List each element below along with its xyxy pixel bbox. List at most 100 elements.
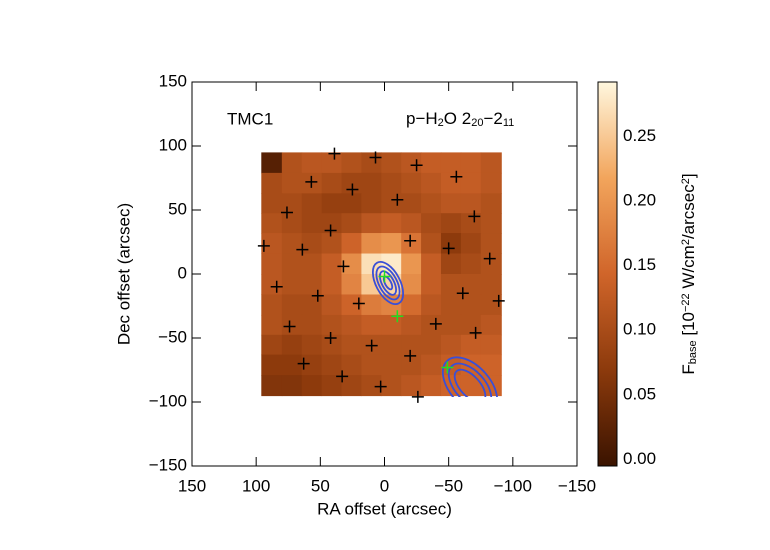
heatmap-cell [301, 152, 323, 174]
y-axis-label: Dec offset (arcsec) [114, 203, 133, 345]
heatmap-cell [341, 314, 362, 336]
heatmap-cell [440, 294, 462, 316]
heatmap-cell [281, 334, 303, 356]
cross-marker [410, 159, 423, 172]
heatmap-cell [401, 274, 422, 295]
heatmap-cell [281, 294, 303, 316]
label-part: O 2 [444, 109, 471, 128]
heatmap-cell [401, 294, 422, 316]
heatmap-cell [401, 375, 422, 397]
heatmap-cell [281, 314, 303, 336]
heatmap-cell [261, 172, 283, 194]
heatmap-cell [321, 294, 343, 316]
heatmap-cell [381, 233, 402, 255]
heatmap-cell [301, 294, 323, 316]
heatmap-cell [480, 152, 502, 174]
heatmap-cell [381, 152, 402, 174]
heatmap-cell [381, 375, 402, 397]
cross-marker [365, 339, 378, 352]
heatmap-cell [341, 172, 362, 194]
cross-marker [456, 287, 469, 300]
colorbar-label: Fbase [10−22 W/cm2/arcsec2] [679, 173, 699, 374]
label-part: −2 [483, 109, 502, 128]
heatmap-cell [440, 233, 462, 255]
cross-marker [492, 294, 505, 307]
heatmap-cell [381, 354, 402, 376]
heatmap-cell [281, 274, 303, 295]
heatmap-cell [421, 172, 442, 194]
heatmap-cell [261, 294, 283, 316]
heatmap-cell [460, 233, 482, 255]
heatmap-cell [460, 334, 482, 356]
axes: 150 100 50 0 −50 −100 −150 −150 −100 −50 0 50 100 150… [149, 71, 656, 495]
heatmap-cell [421, 253, 442, 275]
heatmap-cell [480, 334, 502, 356]
heatmap-cell [361, 193, 382, 214]
heatmap-cell [341, 233, 362, 255]
heatmap-cell [321, 375, 343, 397]
heatmap-cell [261, 274, 283, 295]
cross-marker [324, 224, 337, 237]
label-part: base [687, 340, 699, 364]
heatmap-cell [261, 253, 283, 275]
label-part: 2 [680, 239, 692, 245]
heatmap-cell [440, 213, 462, 234]
y-tick-label: −100 [149, 391, 187, 410]
markers [257, 147, 505, 403]
label-part: ] [679, 173, 698, 178]
label-part: F [679, 364, 698, 374]
heatmap-cell [361, 294, 382, 316]
heatmap-cell [480, 294, 502, 316]
heatmap-cell [321, 354, 343, 376]
colorbar-tick-label: 0.00 [623, 449, 656, 468]
heatmap-cell [281, 253, 303, 275]
region-label: TMC1 [227, 109, 273, 128]
cross-marker [270, 280, 283, 293]
cross-marker [429, 317, 442, 330]
heatmap-cell [301, 193, 323, 214]
cross-marker [442, 242, 455, 255]
heatmap-cell [381, 253, 402, 275]
contour [375, 265, 401, 301]
heatmap-cell [261, 152, 283, 174]
line-label: p−H2O 220−211 [406, 109, 514, 129]
heatmap-cell [281, 354, 303, 376]
cross-marker [450, 170, 463, 183]
heatmap-cell [381, 334, 402, 356]
cross-marker [283, 320, 296, 333]
heatmap-cell [261, 375, 283, 397]
heatmap-cell [321, 233, 343, 255]
heatmap-cell [381, 193, 402, 214]
cross-marker [378, 270, 391, 283]
y-tick-label: 0 [178, 263, 187, 282]
heatmap-cell [460, 152, 482, 174]
contour [379, 270, 397, 296]
heatmap-cell [460, 274, 482, 295]
contour [371, 261, 405, 305]
heatmap-cell [460, 193, 482, 214]
heatmap-cell [281, 193, 303, 214]
label-part: p−H [406, 109, 438, 128]
heatmap-cell [361, 314, 382, 336]
heatmap-cell [281, 233, 303, 255]
colorbar [597, 81, 618, 467]
heatmap-cell [261, 213, 283, 234]
heatmap-cell [301, 233, 323, 255]
heatmap-cell [361, 375, 382, 397]
heatmap-cell [341, 213, 362, 234]
heatmap-cell [440, 253, 462, 275]
x-tick-label: 50 [311, 476, 330, 495]
heatmap-cell [281, 213, 303, 234]
heatmap-cell [321, 314, 343, 336]
heatmap-cell [460, 172, 482, 194]
cross-marker [305, 175, 318, 188]
cross-marker [297, 357, 310, 370]
heatmap-cell [401, 193, 422, 214]
cross-marker [257, 239, 270, 252]
cross-marker [391, 310, 404, 323]
heatmap-cell [401, 253, 422, 275]
label-part: 20 [471, 117, 483, 129]
heatmap-cell [261, 354, 283, 376]
heatmap-cell [341, 294, 362, 316]
